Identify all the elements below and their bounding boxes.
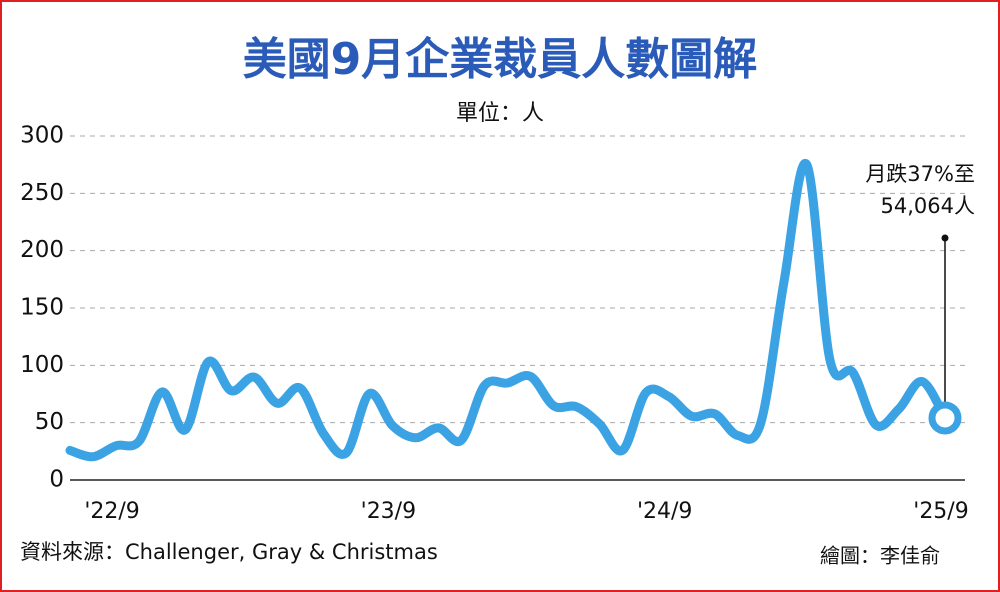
end-marker: [928, 401, 962, 435]
source: 資料來源：Challenger, Gray & Christmas: [20, 540, 438, 564]
y-tick-label: 50: [35, 409, 64, 435]
series-line: [65, 158, 950, 462]
unit-label: 單位：人: [456, 101, 544, 126]
y-tick-label: 200: [20, 237, 64, 263]
annotation: 月跌37%至: [865, 162, 975, 186]
x-tick-label: '22/9: [84, 499, 139, 524]
chart-title: 美國9月企業裁員人數圖解: [243, 34, 758, 85]
x-tick-label: '23/9: [361, 499, 416, 524]
y-tick-label: 100: [20, 352, 64, 378]
annotation-dot: [941, 234, 949, 242]
annotation: 54,064人: [881, 194, 975, 218]
y-tick-label: 250: [20, 180, 64, 206]
y-tick-label: 300: [20, 123, 64, 149]
x-tick-label: '24/9: [637, 499, 692, 524]
credit: 繪圖：李佳俞: [820, 544, 940, 568]
y-tick-label: 150: [20, 295, 64, 321]
y-tick-label: 0: [49, 467, 64, 493]
x-tick-label: '25/9: [913, 499, 968, 524]
